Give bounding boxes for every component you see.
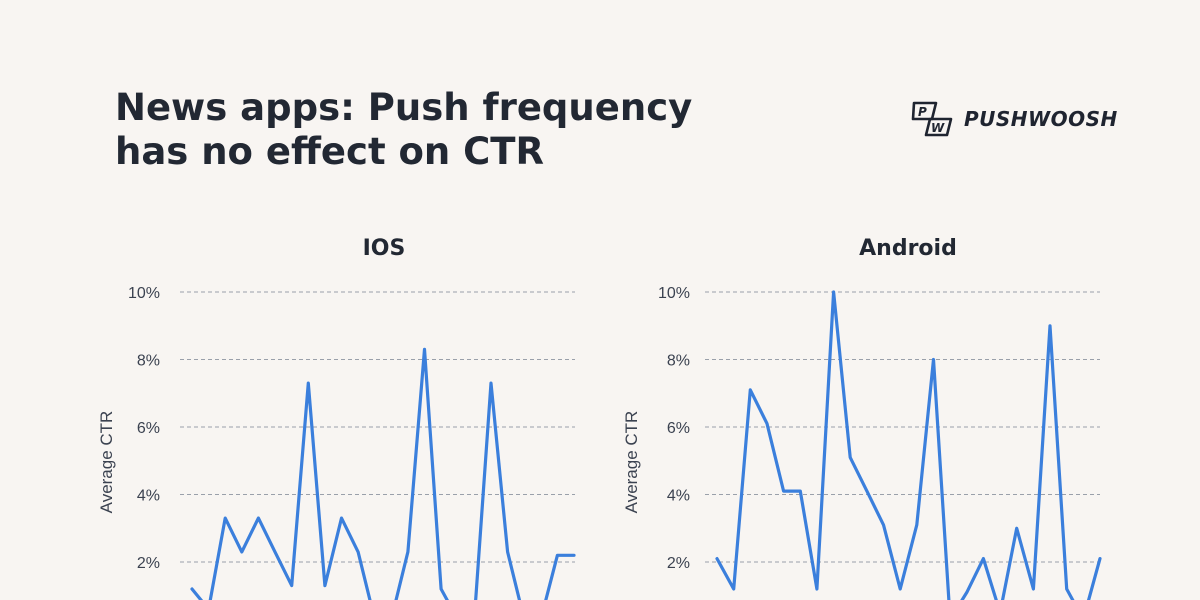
y-tick-label: 2% — [667, 555, 690, 572]
series-line-android — [715, 290, 1102, 600]
y-axis-label: Average CTR — [97, 411, 116, 514]
page-title: News apps: Push frequency has no effect … — [115, 86, 692, 174]
brand-name: PUSHWOOSH — [964, 107, 1118, 131]
chart-title: Android — [859, 236, 957, 261]
pushwoosh-logo-icon: P W — [911, 101, 953, 137]
y-tick-label: 10% — [128, 285, 160, 302]
y-axis-label: Average CTR — [622, 411, 641, 514]
chart-title: IOS — [363, 236, 406, 261]
y-tick-label: 6% — [137, 420, 160, 437]
series-line-ios — [190, 347, 576, 600]
chart-ios: IOS Average CTR 2% 4% 6% 8% 10% — [97, 236, 576, 600]
y-tick-label: 2% — [137, 555, 160, 572]
page-title-line-2: has no effect on CTR — [115, 130, 545, 173]
page-title-line-1: News apps: Push frequency — [115, 86, 693, 129]
y-tick-label: 8% — [137, 353, 160, 370]
svg-text:P: P — [918, 105, 927, 119]
svg-text:W: W — [931, 121, 945, 135]
y-tick-label: 6% — [667, 420, 690, 437]
y-tick-label: 4% — [137, 488, 160, 505]
brand-logo: P W PUSHWOOSH — [910, 100, 1118, 138]
chart-android: Android Average CTR 2% 4% 6% 8% 10% — [622, 236, 1102, 600]
y-tick-label: 8% — [667, 353, 690, 370]
y-tick-label: 4% — [667, 488, 690, 505]
y-tick-label: 10% — [658, 285, 690, 302]
